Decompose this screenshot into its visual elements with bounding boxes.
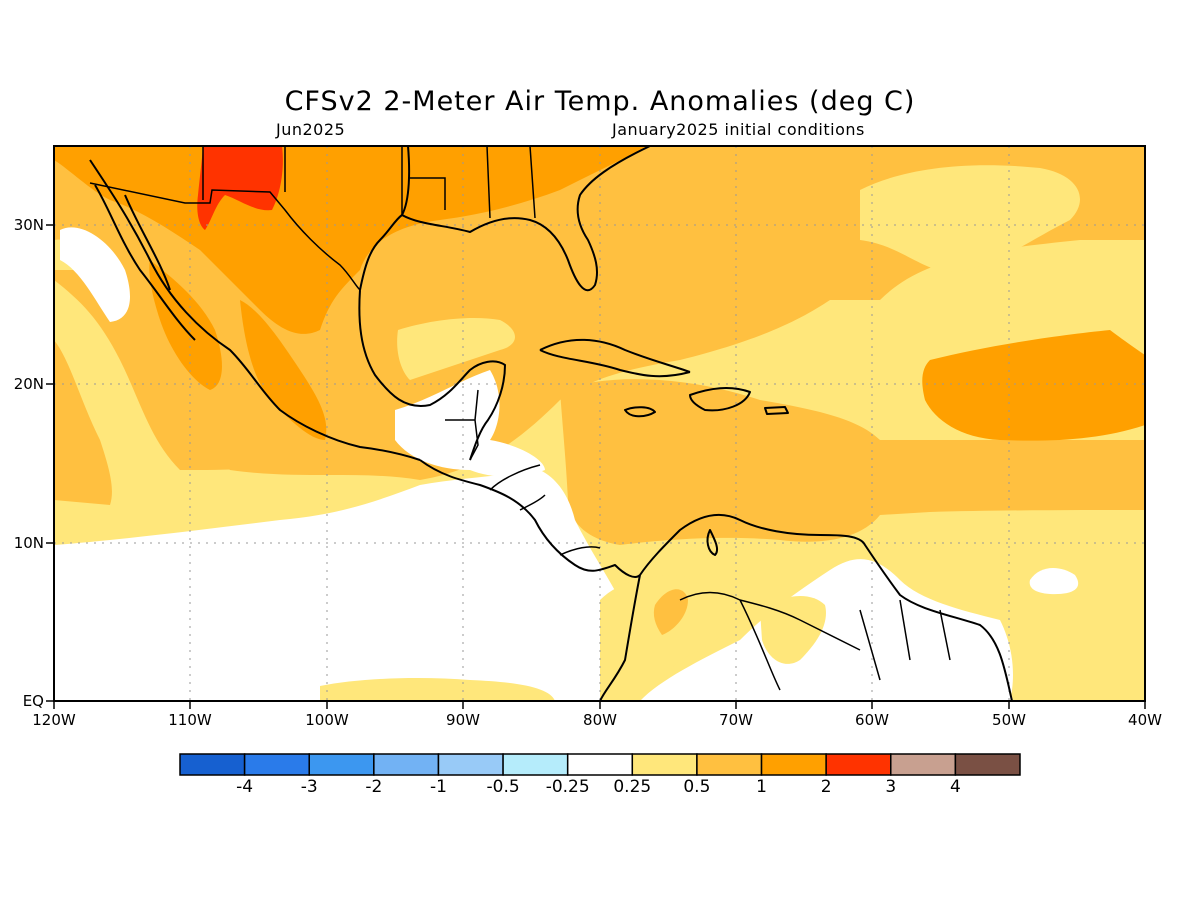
- colorbar-label: 3: [885, 777, 897, 797]
- lon-label: 90W: [446, 711, 480, 729]
- colorbar-label: -1: [430, 777, 447, 797]
- colorbar-label: 4: [949, 777, 961, 797]
- lon-label: 70W: [719, 711, 753, 729]
- lat-label: 30N: [13, 216, 44, 234]
- field-white-yucatan: [395, 370, 545, 477]
- anomaly-field: [54, 146, 1145, 701]
- colorbar-label: -4: [236, 777, 254, 797]
- field-orange-georgia: [535, 165, 570, 191]
- field-light-orange-gulf: [330, 236, 582, 380]
- coast-mexico-gulf: [358, 289, 506, 461]
- field-red-southwest-us: [197, 146, 283, 230]
- lon-label: 120W: [32, 711, 76, 729]
- border-guatemala: [445, 389, 479, 461]
- colorbar-swatch: [373, 753, 440, 776]
- colorbar-swatch: [437, 753, 504, 776]
- colorbar-swatch: [243, 753, 310, 776]
- field-yellow-colombia: [600, 575, 730, 701]
- axis-ticks: [46, 224, 1146, 709]
- colorbar-label: 0.5: [683, 777, 711, 797]
- coast-lake-maracaibo: [706, 529, 719, 556]
- lon-label: 40W: [1128, 711, 1162, 729]
- initial-conditions: January2025 initial conditions: [612, 120, 865, 139]
- lat-label: 10N: [13, 534, 44, 552]
- field-white-east-pacific: [54, 470, 623, 701]
- political-borders: [89, 146, 951, 691]
- coast-baja: [94, 184, 196, 341]
- field-orange-east-atlantic: [922, 330, 1145, 441]
- field-yellow-north-atlantic: [860, 165, 1080, 272]
- coast-jamaica: [624, 406, 656, 418]
- field-yellow-galapagos: [320, 678, 555, 701]
- lat-label: 20N: [13, 375, 44, 393]
- colorbar-swatch: [308, 753, 375, 776]
- coast-puerto-rico: [764, 406, 789, 415]
- colorbar-swatch: [502, 753, 569, 776]
- colorbar-swatch: [760, 753, 827, 776]
- coast-us-gulf-atlantic: [359, 146, 651, 292]
- colorbar-label: -0.5: [486, 777, 520, 797]
- colorbar-label: 0.25: [613, 777, 652, 797]
- border-us-mexico: [89, 182, 361, 291]
- lat-label: EQ: [22, 692, 44, 710]
- colorbar-swatch: [890, 753, 957, 776]
- colorbar: [179, 753, 1021, 776]
- field-white-northern-south-america: [640, 559, 1013, 701]
- coast-hispaniola: [689, 387, 751, 412]
- coastlines: [89, 146, 1013, 701]
- chart-title: CFSv2 2-Meter Air Temp. Anomalies (deg C…: [284, 86, 916, 117]
- forecast-month: Jun2025: [276, 120, 346, 139]
- colorbar-swatch: [566, 753, 634, 776]
- field-white-baja: [60, 227, 130, 322]
- colorbar-label: 2: [820, 777, 832, 797]
- colorbar-swatch: [696, 753, 763, 776]
- field-light-orange-west-pacific: [54, 340, 112, 505]
- coast-cuba: [539, 338, 691, 378]
- field-white-atlantic-patch: [1029, 568, 1079, 595]
- colorbar-swatch: [631, 753, 698, 776]
- border-south-america: [679, 591, 951, 691]
- lon-label: 50W: [992, 711, 1026, 729]
- lon-label: 110W: [168, 711, 212, 729]
- border-us-states: [202, 146, 536, 219]
- lon-label: 60W: [855, 711, 889, 729]
- gridlines: [54, 146, 1145, 701]
- colorbar-swatch: [954, 753, 1021, 776]
- colorbar-swatch: [825, 753, 892, 776]
- colorbar-label: -2: [365, 777, 383, 797]
- field-yellow-venezuela: [760, 595, 826, 664]
- coast-south-america: [639, 513, 1013, 701]
- coast-central-america: [419, 459, 641, 578]
- field-light-orange-caribbean: [560, 379, 1145, 545]
- coast-colombia-pacific: [599, 574, 641, 701]
- field-orange-pacific-coast: [240, 300, 327, 440]
- colorbar-label: 1: [756, 777, 767, 797]
- coast-mexico-pacific: [89, 159, 421, 461]
- field-orange-colombia: [653, 589, 688, 635]
- field-orange-mexico-west: [149, 260, 222, 390]
- field-yellow-cuba-area: [397, 318, 515, 380]
- lon-label: 80W: [583, 711, 617, 729]
- border-central-america: [489, 464, 601, 556]
- colorbar-label: -0.25: [545, 777, 590, 797]
- lon-label: 100W: [305, 711, 349, 729]
- colorbar-swatch: [179, 753, 246, 776]
- colorbar-label: -3: [300, 777, 318, 797]
